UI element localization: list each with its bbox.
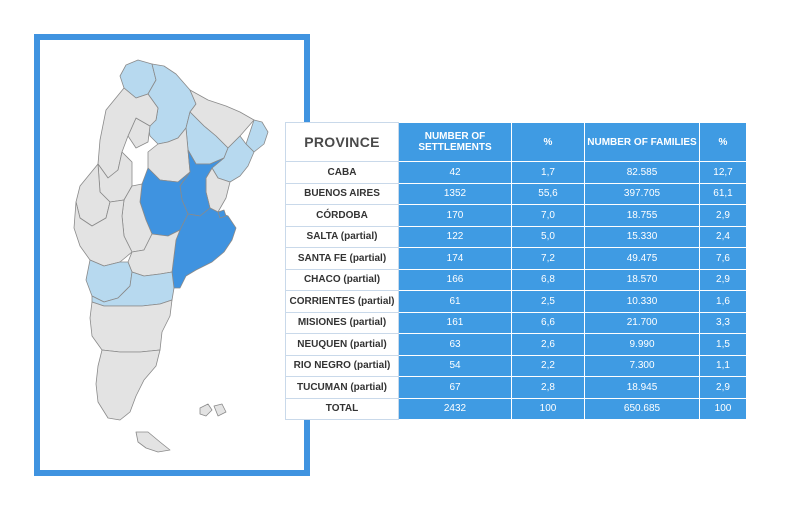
map-frame — [34, 34, 310, 476]
province-mendoza — [73, 199, 133, 267]
table-row: CORRIENTES (partial) 61 2,5 10.330 1,6 — [285, 290, 747, 313]
table-row: NEUQUEN (partial) 63 2,6 9.990 1,5 — [285, 333, 747, 356]
cell-pct-settlements: 55,6 — [511, 182, 585, 205]
header-families: NUMBER OF FAMILIES — [584, 122, 700, 162]
cell-families: 9.990 — [584, 333, 700, 356]
province-tierradelfuego — [135, 431, 171, 453]
cell-province: CORRIENTES (partial) — [285, 290, 399, 313]
table-row: TUCUMAN (partial) 67 2,8 18.945 2,9 — [285, 376, 747, 399]
cell-pct-settlements: 6,8 — [511, 268, 585, 291]
cell-pct-settlements: 100 — [511, 397, 585, 420]
islands-malvinas — [199, 403, 227, 417]
cell-pct-settlements: 5,0 — [511, 225, 585, 248]
province-chubut — [89, 299, 173, 353]
cell-settlements: 170 — [398, 204, 512, 227]
cell-pct-settlements: 1,7 — [511, 161, 585, 184]
cell-province: TOTAL — [285, 397, 399, 420]
cell-settlements: 174 — [398, 247, 512, 270]
cell-province: CABA — [285, 161, 399, 184]
table-row: SANTA FE (partial) 174 7,2 49.475 7,6 — [285, 247, 747, 270]
province-santacruz — [95, 349, 161, 421]
cell-province: CÓRDOBA — [285, 204, 399, 227]
cell-settlements: 67 — [398, 376, 512, 399]
table-row: SALTA (partial) 122 5,0 15.330 2,4 — [285, 225, 747, 248]
cell-families: 18.570 — [584, 268, 700, 291]
cell-settlements: 63 — [398, 333, 512, 356]
cell-pct-families: 2,4 — [699, 225, 747, 248]
cell-province: TUCUMAN (partial) — [285, 376, 399, 399]
cell-settlements: 166 — [398, 268, 512, 291]
cell-families: 18.755 — [584, 204, 700, 227]
table-row: CHACO (partial) 166 6,8 18.570 2,9 — [285, 268, 747, 291]
cell-province: SANTA FE (partial) — [285, 247, 399, 270]
cell-families: 15.330 — [584, 225, 700, 248]
cell-pct-settlements: 2,8 — [511, 376, 585, 399]
cell-families: 18.945 — [584, 376, 700, 399]
cell-families: 7.300 — [584, 354, 700, 377]
cell-settlements: 2432 — [398, 397, 512, 420]
cell-pct-families: 1,6 — [699, 290, 747, 313]
cell-settlements: 42 — [398, 161, 512, 184]
cell-pct-families: 3,3 — [699, 311, 747, 334]
cell-families: 10.330 — [584, 290, 700, 313]
cell-province: NEUQUEN (partial) — [285, 333, 399, 356]
cell-pct-families: 61,1 — [699, 182, 747, 205]
cell-settlements: 1352 — [398, 182, 512, 205]
table-row: CABA 42 1,7 82.585 12,7 — [285, 161, 747, 184]
argentina-map — [73, 59, 269, 453]
cell-pct-families: 7,6 — [699, 247, 747, 270]
table-row-total: TOTAL 2432 100 650.685 100 — [285, 397, 747, 420]
header-settlements: NUMBER OF SETTLEMENTS — [398, 122, 512, 162]
table-header-row: PROVINCE NUMBER OF SETTLEMENTS % NUMBER … — [285, 122, 747, 162]
province-caba — [217, 209, 227, 219]
cell-pct-families: 100 — [699, 397, 747, 420]
cell-settlements: 61 — [398, 290, 512, 313]
cell-settlements: 161 — [398, 311, 512, 334]
cell-pct-settlements: 6,6 — [511, 311, 585, 334]
cell-pct-settlements: 2,6 — [511, 333, 585, 356]
cell-families: 49.475 — [584, 247, 700, 270]
cell-pct-settlements: 2,2 — [511, 354, 585, 377]
cell-families: 82.585 — [584, 161, 700, 184]
cell-pct-families: 1,5 — [699, 333, 747, 356]
cell-province: BUENOS AIRES — [285, 182, 399, 205]
cell-province: CHACO (partial) — [285, 268, 399, 291]
cell-pct-settlements: 7,0 — [511, 204, 585, 227]
cell-pct-families: 2,9 — [699, 204, 747, 227]
cell-pct-settlements: 2,5 — [511, 290, 585, 313]
header-pct-families: % — [699, 122, 747, 162]
table-row: CÓRDOBA 170 7,0 18.755 2,9 — [285, 204, 747, 227]
settlements-table: PROVINCE NUMBER OF SETTLEMENTS % NUMBER … — [285, 122, 747, 420]
cell-settlements: 54 — [398, 354, 512, 377]
cell-pct-families: 1,1 — [699, 354, 747, 377]
cell-families: 21.700 — [584, 311, 700, 334]
cell-province: SALTA (partial) — [285, 225, 399, 248]
cell-pct-settlements: 7,2 — [511, 247, 585, 270]
cell-province: MISIONES (partial) — [285, 311, 399, 334]
cell-settlements: 122 — [398, 225, 512, 248]
cell-families: 397.705 — [584, 182, 700, 205]
table-row: BUENOS AIRES 1352 55,6 397.705 61,1 — [285, 182, 747, 205]
cell-families: 650.685 — [584, 397, 700, 420]
header-province: PROVINCE — [285, 122, 399, 162]
cell-pct-families: 2,9 — [699, 376, 747, 399]
cell-pct-families: 12,7 — [699, 161, 747, 184]
cell-pct-families: 2,9 — [699, 268, 747, 291]
table-row: RIO NEGRO (partial) 54 2,2 7.300 1,1 — [285, 354, 747, 377]
cell-province: RIO NEGRO (partial) — [285, 354, 399, 377]
header-pct-settlements: % — [511, 122, 585, 162]
table-row: MISIONES (partial) 161 6,6 21.700 3,3 — [285, 311, 747, 334]
